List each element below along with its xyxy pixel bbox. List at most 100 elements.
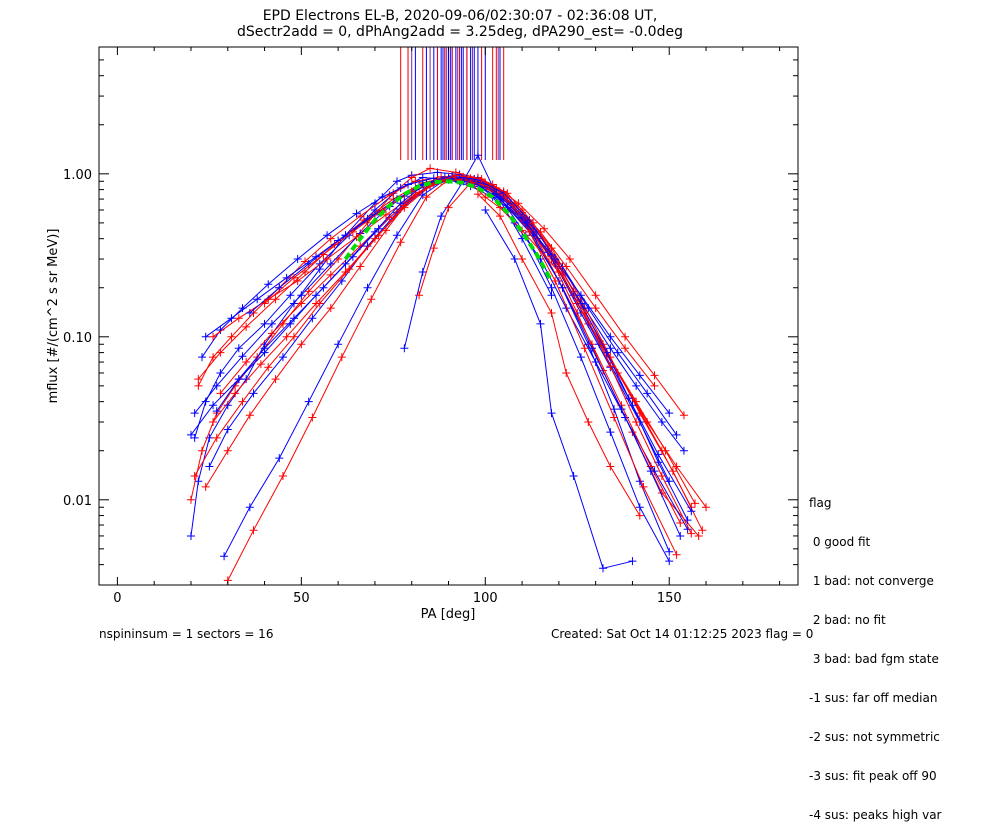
data-point: [473, 175, 482, 184]
data-point: [378, 193, 387, 202]
data-point: [690, 499, 699, 508]
series-10: [220, 173, 674, 566]
data-point: [635, 511, 644, 520]
fit-curve: [343, 179, 554, 282]
data-point: [186, 495, 195, 504]
data-point: [278, 353, 287, 362]
tick-layer: 0 50 100 150 0.01 0.10 1.00: [63, 46, 798, 606]
data-point: [687, 529, 696, 538]
data-point: [297, 291, 306, 300]
data-point: [591, 291, 600, 300]
data-point: [312, 291, 321, 300]
data-point: [337, 353, 346, 362]
data-point: [396, 238, 405, 247]
legend-item: 2 bad: no fit: [809, 613, 886, 627]
series-layer: [186, 151, 711, 585]
data-point: [227, 332, 236, 341]
data-point: [617, 405, 626, 414]
data-point: [422, 193, 431, 202]
data-point: [661, 446, 670, 455]
data-point: [282, 332, 291, 341]
legend-item: -3 sus: fit peak off 90: [809, 769, 937, 783]
data-point: [587, 344, 596, 353]
data-point: [547, 291, 556, 300]
data-point: [606, 462, 615, 471]
data-point: [613, 348, 622, 357]
data-point: [580, 344, 589, 353]
data-point: [687, 507, 696, 516]
data-point: [278, 319, 287, 328]
x-tick-label: 0: [113, 591, 121, 606]
data-point: [400, 201, 409, 210]
data-point: [234, 314, 243, 323]
data-point: [426, 164, 435, 173]
series-7: [209, 173, 696, 512]
x-tick-label: 100: [473, 591, 498, 606]
data-point: [698, 526, 707, 535]
data-point: [610, 413, 619, 422]
data-point: [635, 503, 644, 512]
data-point: [289, 332, 298, 341]
data-point: [212, 381, 221, 390]
x-axis-label: PA [deg]: [421, 607, 476, 622]
series-line: [403, 154, 552, 349]
data-point: [212, 407, 221, 416]
data-point: [319, 250, 328, 259]
data-point: [341, 259, 350, 268]
series-9: [216, 174, 707, 535]
series-21: [473, 190, 644, 520]
data-point: [628, 557, 637, 566]
data-point: [584, 418, 593, 427]
data-point: [352, 209, 361, 218]
data-point: [547, 409, 556, 418]
data-point: [242, 375, 251, 384]
chart-title-line-1: EPD Electrons EL-B, 2020-09-06/02:30:07 …: [262, 8, 658, 24]
x-tick-label: 50: [293, 591, 310, 606]
data-point: [348, 227, 357, 236]
series-line: [227, 176, 678, 581]
data-point: [451, 171, 460, 180]
data-point: [186, 430, 195, 439]
data-point: [554, 267, 563, 276]
data-point: [186, 531, 195, 540]
data-point: [289, 273, 298, 282]
data-point: [632, 397, 641, 406]
series-line: [201, 177, 685, 452]
data-point: [580, 308, 589, 317]
data-point: [606, 362, 615, 371]
legend-item: 1 bad: not converge: [809, 574, 934, 588]
data-point: [271, 295, 280, 304]
data-point: [381, 210, 390, 219]
data-point: [356, 242, 365, 251]
data-point: [326, 304, 335, 313]
data-point: [665, 557, 674, 566]
data-point: [639, 482, 648, 491]
data-point: [370, 227, 379, 236]
data-point: [418, 267, 427, 276]
data-point: [223, 425, 232, 434]
data-point: [562, 368, 571, 377]
data-point: [551, 255, 560, 264]
y-axis-label: mflux [#/(cm^2 s sr MeV)]: [46, 229, 61, 404]
data-point: [473, 190, 482, 199]
data-point: [260, 299, 269, 308]
data-point: [599, 564, 608, 573]
data-point: [304, 287, 313, 296]
data-point: [363, 283, 372, 292]
y-tick-label: 0.01: [63, 494, 92, 509]
data-point: [231, 389, 240, 398]
data-point: [209, 353, 218, 362]
pitch-angle-chart: 0 50 100 150 0.01 0.10 1.00 PA [deg] mflux [#/…: [46, 46, 799, 622]
series-line: [212, 176, 692, 508]
footer-created-info: Created: Sat Oct 14 01:12:25 2023 flag =…: [551, 627, 814, 641]
data-point: [565, 255, 574, 264]
data-point: [209, 418, 218, 427]
series-line: [194, 174, 692, 534]
series-line: [190, 175, 689, 521]
data-point: [256, 360, 265, 369]
data-point: [496, 212, 505, 221]
data-point: [323, 231, 332, 240]
data-point: [367, 295, 376, 304]
data-point: [212, 433, 221, 442]
data-point: [209, 401, 218, 410]
